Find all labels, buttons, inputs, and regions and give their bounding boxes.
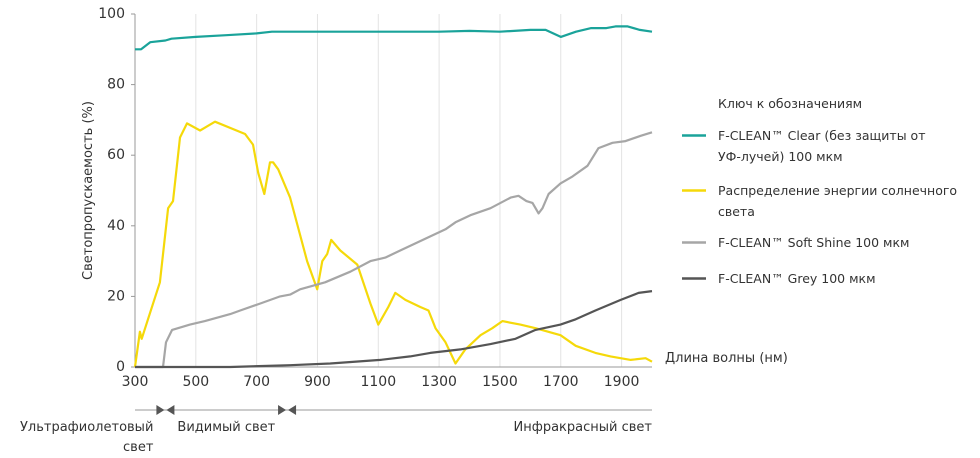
region-label: Видимый свет bbox=[177, 420, 276, 435]
region-label: Инфракрасный свет bbox=[513, 420, 653, 435]
legend-title: Ключ к обозначениям bbox=[718, 96, 863, 111]
region-marker bbox=[156, 405, 175, 415]
x-axis-label: Длина волны (нм) bbox=[665, 351, 788, 366]
legend-label: F-CLEAN™ Soft Shine 100 мкм bbox=[718, 235, 910, 250]
series-line bbox=[133, 120, 653, 368]
y-tick-label: 100 bbox=[98, 6, 125, 22]
region-marker bbox=[278, 405, 297, 415]
y-tick-label: 40 bbox=[107, 218, 125, 234]
x-tick-label: 1500 bbox=[482, 374, 518, 390]
x-tick-label: 900 bbox=[304, 374, 331, 390]
x-tick-label: 500 bbox=[182, 374, 209, 390]
x-tick-label: 1100 bbox=[360, 374, 396, 390]
y-axis-label: Светопропускаемость (%) bbox=[81, 101, 96, 280]
y-tick-label: 60 bbox=[107, 147, 125, 163]
y-tick-label: 80 bbox=[107, 77, 125, 93]
legend-label: Распределение энергии солнечного света bbox=[718, 183, 958, 219]
x-tick-label: 1700 bbox=[543, 374, 579, 390]
x-tick-label: 300 bbox=[122, 374, 149, 390]
x-tick-label: 700 bbox=[243, 374, 270, 390]
y-tick-label: 20 bbox=[107, 288, 125, 304]
legend-label: F-CLEAN™ Clear (без защиты от УФ-лучей) … bbox=[718, 128, 926, 164]
x-tick-label: 1300 bbox=[421, 374, 457, 390]
series-line bbox=[135, 25, 653, 51]
x-tick-label: 1900 bbox=[604, 374, 640, 390]
region-label: Ультрафиолетовый свет bbox=[19, 420, 154, 455]
series-line bbox=[135, 290, 653, 369]
legend-label: F-CLEAN™ Grey 100 мкм bbox=[718, 271, 876, 286]
y-tick-label: 0 bbox=[116, 359, 125, 375]
series-line bbox=[135, 131, 653, 369]
